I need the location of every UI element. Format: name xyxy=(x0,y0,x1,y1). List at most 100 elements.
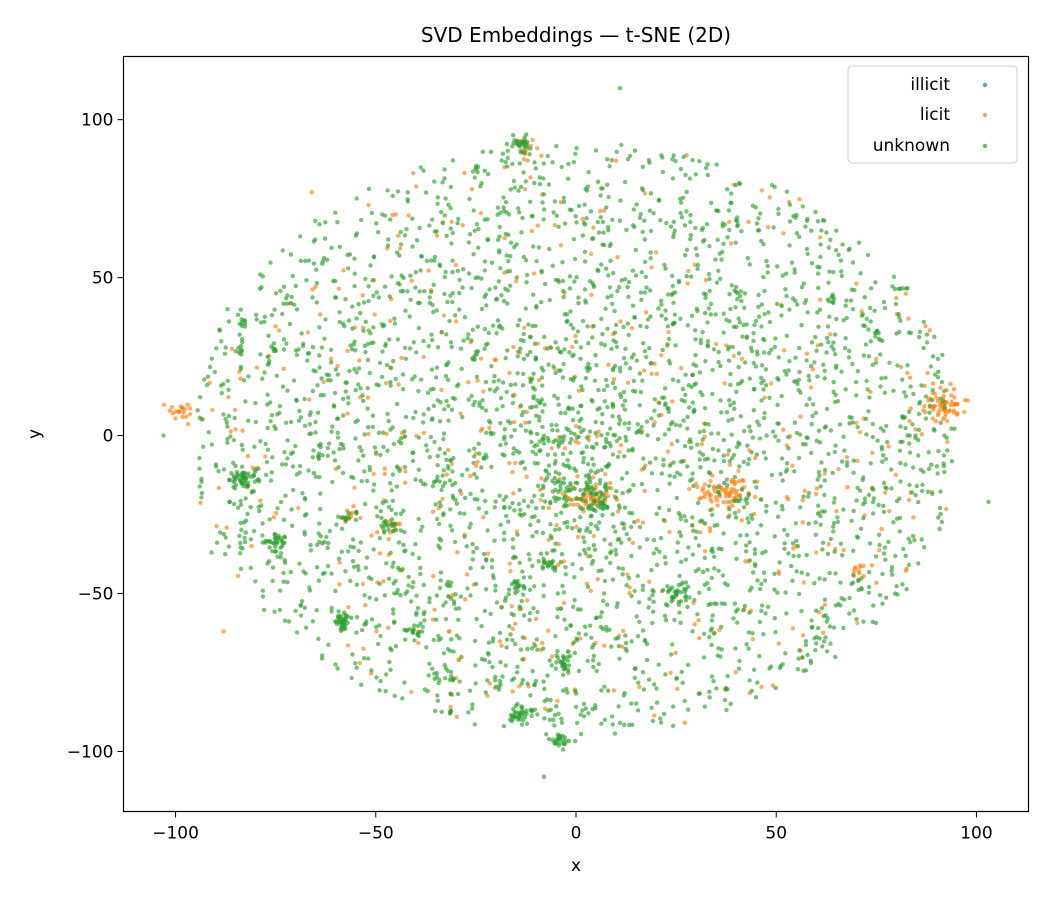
point-unknown xyxy=(456,617,461,622)
point-unknown xyxy=(480,488,485,493)
point-licit xyxy=(934,395,939,400)
point-unknown xyxy=(656,662,661,667)
point-unknown xyxy=(847,595,852,601)
point-unknown xyxy=(442,676,448,681)
point-unknown xyxy=(833,352,838,357)
point-unknown xyxy=(487,287,492,292)
point-unknown xyxy=(444,362,449,367)
point-unknown xyxy=(898,424,903,429)
point-unknown xyxy=(533,413,539,418)
point-unknown xyxy=(352,271,357,276)
point-unknown xyxy=(583,376,588,381)
point-unknown xyxy=(894,498,900,504)
point-unknown xyxy=(644,324,649,330)
point-unknown xyxy=(746,630,752,635)
point-unknown xyxy=(547,658,552,663)
point-unknown xyxy=(540,409,545,414)
point-unknown xyxy=(688,236,693,242)
point-unknown xyxy=(705,567,710,573)
point-unknown xyxy=(744,322,749,327)
point-unknown xyxy=(813,209,818,215)
point-licit xyxy=(263,454,268,459)
point-unknown xyxy=(881,480,887,486)
point-unknown xyxy=(603,485,608,490)
point-unknown xyxy=(326,541,331,546)
point-unknown xyxy=(700,392,705,398)
point-unknown xyxy=(590,658,596,663)
point-unknown xyxy=(587,429,593,434)
point-unknown xyxy=(905,363,910,368)
point-unknown xyxy=(884,595,889,600)
point-licit xyxy=(588,588,594,593)
point-unknown xyxy=(319,376,324,381)
point-unknown xyxy=(651,609,656,614)
point-unknown xyxy=(816,626,821,631)
point-unknown xyxy=(281,517,287,522)
point-unknown xyxy=(493,588,498,593)
point-licit xyxy=(589,292,594,297)
point-unknown xyxy=(317,521,322,526)
point-unknown xyxy=(678,533,684,538)
point-unknown xyxy=(545,435,550,441)
point-unknown xyxy=(423,482,428,487)
point-unknown xyxy=(782,541,787,546)
point-unknown xyxy=(775,421,780,426)
point-unknown xyxy=(364,619,369,624)
point-unknown xyxy=(371,547,376,552)
point-unknown xyxy=(640,628,646,633)
point-licit xyxy=(514,279,519,284)
point-unknown xyxy=(582,222,588,227)
point-unknown xyxy=(499,605,504,610)
point-unknown xyxy=(643,274,648,280)
point-unknown xyxy=(844,315,849,321)
point-unknown xyxy=(833,443,838,448)
point-unknown xyxy=(531,371,536,376)
point-licit xyxy=(414,184,419,189)
point-unknown xyxy=(444,457,449,462)
point-unknown xyxy=(827,314,832,319)
point-unknown xyxy=(685,707,691,712)
point-unknown xyxy=(813,532,818,537)
point-unknown xyxy=(387,337,392,342)
point-unknown xyxy=(664,220,669,226)
point-unknown xyxy=(909,490,915,495)
point-unknown xyxy=(505,348,510,353)
point-unknown xyxy=(280,248,285,253)
point-unknown xyxy=(697,159,702,164)
point-unknown xyxy=(418,528,423,533)
point-unknown xyxy=(825,551,831,557)
point-unknown xyxy=(398,289,404,294)
point-unknown xyxy=(199,495,204,500)
point-licit xyxy=(682,720,687,725)
point-unknown xyxy=(897,529,902,534)
point-unknown xyxy=(161,433,166,438)
point-unknown xyxy=(482,657,488,663)
point-unknown xyxy=(278,588,283,593)
point-unknown xyxy=(371,340,376,345)
point-unknown xyxy=(733,182,738,188)
point-unknown xyxy=(667,481,672,486)
point-unknown xyxy=(503,494,509,499)
point-unknown xyxy=(718,363,723,369)
point-unknown xyxy=(691,362,696,367)
point-unknown xyxy=(386,237,391,242)
point-unknown xyxy=(289,507,294,512)
point-unknown xyxy=(803,642,809,648)
point-unknown xyxy=(660,155,665,160)
point-unknown xyxy=(488,432,494,437)
point-unknown xyxy=(427,454,432,460)
point-unknown xyxy=(756,304,761,309)
point-unknown xyxy=(763,367,769,372)
point-unknown xyxy=(511,133,516,138)
point-unknown xyxy=(372,445,378,450)
point-unknown xyxy=(624,470,630,476)
point-unknown xyxy=(565,690,570,695)
point-licit xyxy=(430,509,436,514)
point-unknown xyxy=(612,308,617,314)
point-unknown xyxy=(484,558,489,563)
point-licit xyxy=(181,410,186,415)
point-unknown xyxy=(639,481,645,487)
point-unknown xyxy=(426,673,431,678)
point-unknown xyxy=(675,549,680,554)
